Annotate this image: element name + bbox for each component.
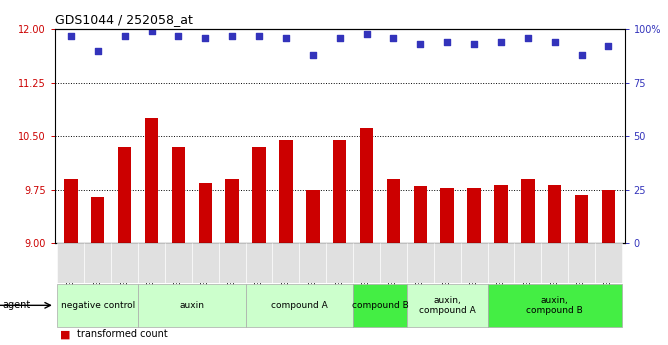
Text: auxin,
compound B: auxin, compound B (526, 296, 583, 315)
Point (307, 52, 318, 58)
Point (281, 35, 291, 41)
Text: auxin,
compound A: auxin, compound A (419, 296, 476, 315)
Point (92, 48, 103, 53)
Bar (306, 190, 319, 243)
Bar (575, 195, 589, 243)
Text: ■: ■ (60, 329, 71, 339)
Bar (514, 243, 541, 283)
Bar (138, 284, 246, 327)
Point (442, 39, 452, 45)
Bar (57, 243, 84, 283)
Text: compound B: compound B (351, 301, 408, 310)
Point (335, 35, 345, 41)
Bar (165, 243, 192, 283)
Bar (326, 243, 353, 283)
Bar (118, 147, 132, 243)
Bar (299, 243, 326, 283)
Bar (407, 243, 434, 283)
Point (173, 33, 184, 39)
Bar (380, 243, 407, 283)
Bar (91, 197, 104, 243)
Bar (64, 179, 77, 243)
Bar (494, 185, 508, 243)
Bar (468, 188, 481, 243)
Bar (413, 186, 427, 243)
Bar (253, 147, 266, 243)
Point (200, 35, 210, 41)
Point (388, 35, 399, 41)
Bar (461, 243, 488, 283)
Bar (138, 243, 165, 283)
Text: negative control: negative control (61, 301, 135, 310)
Bar (568, 243, 595, 283)
Bar (541, 243, 568, 283)
Bar (353, 284, 407, 327)
Bar (273, 243, 299, 283)
Bar (440, 188, 454, 243)
Text: transformed count: transformed count (77, 329, 168, 339)
Point (576, 52, 587, 58)
Text: auxin: auxin (179, 301, 204, 310)
Point (496, 39, 506, 45)
Point (65, 33, 76, 39)
Point (146, 29, 157, 34)
Point (415, 41, 426, 47)
Bar (521, 179, 534, 243)
Bar (595, 243, 622, 283)
Bar (225, 179, 239, 243)
Point (522, 35, 533, 41)
Bar (279, 140, 293, 243)
Bar (57, 284, 138, 327)
Bar (145, 118, 158, 243)
Point (361, 31, 372, 36)
Text: compound A: compound A (271, 301, 328, 310)
Text: GDS1044 / 252058_at: GDS1044 / 252058_at (55, 13, 192, 26)
Bar (360, 128, 373, 243)
Bar (198, 183, 212, 243)
Bar (353, 243, 380, 283)
Bar (84, 243, 111, 283)
Bar (488, 243, 514, 283)
Bar (434, 243, 461, 283)
Bar (246, 284, 353, 327)
Text: agent: agent (2, 300, 30, 310)
Bar (192, 243, 218, 283)
Point (469, 41, 480, 47)
Bar (387, 179, 400, 243)
Point (227, 33, 238, 39)
Bar (218, 243, 246, 283)
Bar (172, 147, 185, 243)
Point (549, 39, 560, 45)
Bar (111, 243, 138, 283)
Point (120, 33, 130, 39)
Point (603, 44, 614, 49)
Bar (407, 284, 488, 327)
Bar (488, 284, 622, 327)
Bar (333, 140, 347, 243)
Bar (548, 185, 561, 243)
Bar (602, 190, 615, 243)
Point (254, 33, 265, 39)
Bar (246, 243, 273, 283)
